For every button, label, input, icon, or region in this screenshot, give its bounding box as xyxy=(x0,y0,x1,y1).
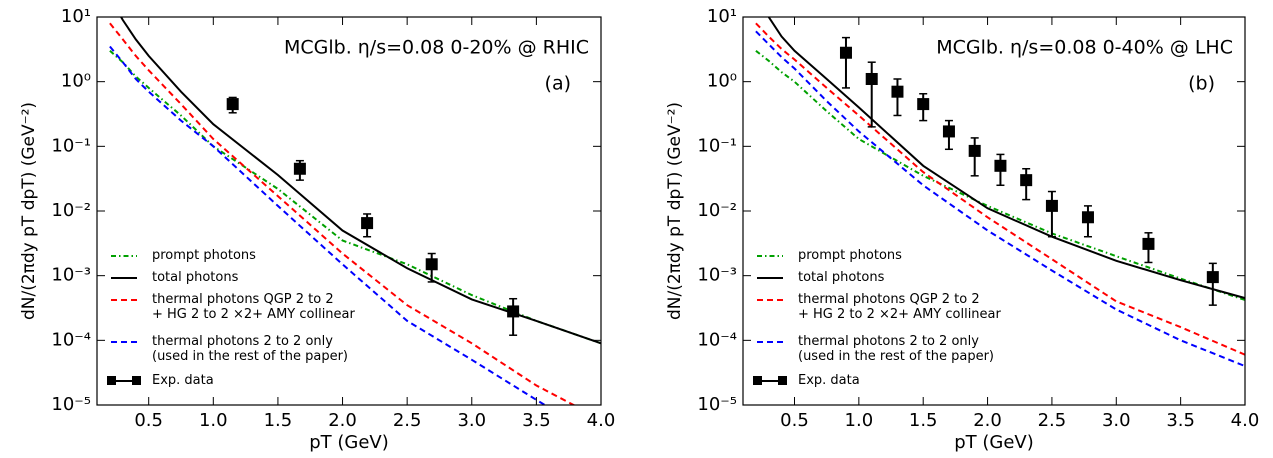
x-tick-label: 1.5 xyxy=(909,410,938,431)
legend-label: total photons xyxy=(152,270,239,285)
curve xyxy=(755,22,1245,356)
panel-label: (b) xyxy=(1188,73,1215,95)
data-point xyxy=(226,98,239,111)
y-axis-label: dN/(2πdy pT dpT) (GeV⁻²) xyxy=(665,102,685,320)
y-tick-label: 10⁻² xyxy=(51,200,91,221)
x-tick-label: 2.5 xyxy=(1038,410,1067,431)
x-tick-label: 0.5 xyxy=(134,410,163,431)
y-tick-label: 10⁻¹ xyxy=(697,135,737,156)
annotation: MCGlb. η/s=0.08 0-40% @ LHC xyxy=(936,37,1233,59)
axes-frame xyxy=(742,16,1246,406)
legend-handle xyxy=(778,376,787,385)
data-point xyxy=(1206,271,1219,284)
legend-label: thermal photons 2 to 2 only (used in the… xyxy=(798,334,994,364)
data-point xyxy=(865,72,878,85)
plot-area xyxy=(109,17,601,405)
x-tick-label: 3.0 xyxy=(457,410,486,431)
data-point xyxy=(917,98,930,111)
data-point xyxy=(891,85,904,98)
x-tick-label: 3.0 xyxy=(1102,410,1131,431)
data-point xyxy=(1142,237,1155,250)
panel-label: (a) xyxy=(545,73,571,95)
data-point xyxy=(994,159,1007,172)
x-tick-label: 3.5 xyxy=(1166,410,1195,431)
y-tick-label: 10¹ xyxy=(707,6,737,27)
plot-area xyxy=(755,17,1245,368)
data-point xyxy=(293,162,306,175)
legend-label: prompt photons xyxy=(798,248,902,263)
y-tick-label: 10⁻² xyxy=(697,200,737,221)
legend-label: Exp. data xyxy=(152,373,214,388)
y-tick-label: 10¹ xyxy=(61,6,91,27)
curve xyxy=(109,45,547,405)
data-point xyxy=(507,305,520,318)
x-tick-label: 1.0 xyxy=(199,410,228,431)
x-tick-label: 0.5 xyxy=(780,410,809,431)
data-point xyxy=(1020,174,1033,187)
x-tick-label: 1.5 xyxy=(264,410,293,431)
x-tick-label: 2.0 xyxy=(973,410,1002,431)
data-point xyxy=(425,258,438,271)
curve xyxy=(109,50,601,345)
x-axis-label: pT (GeV) xyxy=(954,432,1034,453)
legend-label: total photons xyxy=(798,270,885,285)
legend-label: thermal photons QGP 2 to 2 + HG 2 to 2 ×… xyxy=(152,292,355,322)
x-axis-label: pT (GeV) xyxy=(309,432,389,453)
y-tick-label: 10⁻³ xyxy=(697,265,737,286)
y-tick-label: 10⁰ xyxy=(707,71,737,92)
y-axis-label: dN/(2πdy pT dpT) (GeV⁻²) xyxy=(19,102,39,320)
annotation: MCGlb. η/s=0.08 0-20% @ RHIC xyxy=(284,37,589,59)
y-tick-label: 10⁻⁵ xyxy=(697,394,737,415)
legend-handle xyxy=(107,376,116,385)
data-point xyxy=(968,144,981,157)
curve xyxy=(119,17,601,345)
x-tick-label: 1.0 xyxy=(845,410,874,431)
legend-handle xyxy=(132,376,141,385)
y-tick-label: 10⁻⁴ xyxy=(51,329,91,350)
y-tick-label: 10⁻³ xyxy=(51,265,91,286)
legend-label: thermal photons QGP 2 to 2 + HG 2 to 2 ×… xyxy=(798,292,1001,322)
legend-label: thermal photons 2 to 2 only (used in the… xyxy=(152,334,348,364)
y-tick-label: 10⁻⁴ xyxy=(697,329,737,350)
x-tick-label: 2.5 xyxy=(393,410,422,431)
legend-label: prompt photons xyxy=(152,248,256,263)
y-tick-label: 10⁻⁵ xyxy=(51,394,91,415)
data-point xyxy=(1045,199,1058,212)
data-point xyxy=(361,217,374,230)
x-tick-label: 3.5 xyxy=(522,410,551,431)
curve xyxy=(755,30,1245,368)
y-tick-label: 10⁰ xyxy=(61,71,91,92)
y-tick-label: 10⁻¹ xyxy=(51,135,91,156)
x-tick-label: 4.0 xyxy=(587,410,616,431)
axes-frame xyxy=(96,16,602,406)
x-tick-label: 4.0 xyxy=(1231,410,1260,431)
x-tick-label: 2.0 xyxy=(328,410,357,431)
legend-label: Exp. data xyxy=(798,373,860,388)
data-point xyxy=(839,46,852,59)
data-point xyxy=(942,125,955,138)
legend-handle xyxy=(753,376,762,385)
data-point xyxy=(1081,211,1094,224)
curve xyxy=(767,17,1245,300)
